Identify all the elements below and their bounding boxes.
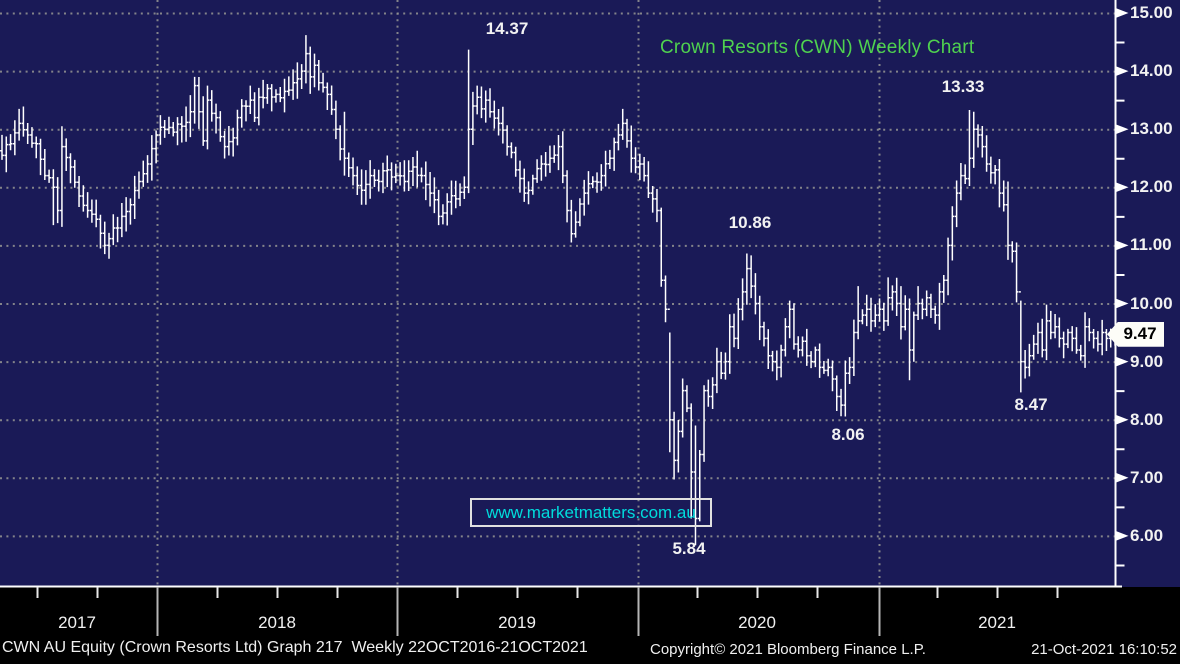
footer-security-description: CWN AU Equity (Crown Resorts Ltd) Graph … — [2, 639, 588, 656]
y-major-tick-arrow — [1115, 8, 1129, 18]
price-annotation: 10.86 — [728, 213, 772, 232]
chart-plot-background — [0, 0, 1180, 587]
footer-copyright: Copyright© 2021 Bloomberg Finance L.P. — [650, 641, 926, 658]
y-major-tick-arrow — [1115, 472, 1129, 483]
y-axis-label: 14.00 — [1130, 61, 1173, 81]
price-annotation: 5.84 — [672, 539, 706, 558]
watermark-box: www.marketmatters.com.au — [470, 498, 712, 527]
ohlc-bars — [0, 35, 1117, 546]
price-annotation: 14.37 — [485, 19, 529, 38]
x-axis-year-label: 2020 — [738, 613, 776, 632]
x-axis-year-label: 2019 — [498, 613, 536, 632]
y-major-tick-arrow — [1115, 414, 1129, 425]
y-major-tick-arrow — [1115, 240, 1129, 251]
x-axis-year-label: 2018 — [258, 613, 296, 632]
x-year-separators — [156, 587, 881, 636]
y-axis-label: 6.00 — [1130, 525, 1164, 545]
x-axis-year-label: 2017 — [58, 613, 96, 632]
y-major-tick-arrow — [1115, 66, 1129, 77]
y-axis-label: 11.00 — [1130, 235, 1172, 255]
price-annotation: 8.06 — [831, 425, 865, 444]
y-axis-label: 9.00 — [1130, 351, 1164, 371]
y-axis-label: 8.00 — [1130, 409, 1164, 429]
footer-timestamp: 21-Oct-2021 16:10:52 — [1031, 641, 1177, 658]
y-major-tick-arrow — [1115, 298, 1129, 309]
y-major-tick-arrow — [1115, 182, 1129, 193]
horizontal-gridlines — [0, 12, 1115, 538]
price-annotation: 13.33 — [941, 77, 985, 96]
chart-title: Crown Resorts (CWN) Weekly Chart — [660, 37, 975, 58]
y-major-tick-arrow — [1115, 530, 1129, 541]
y-axis-label: 13.00 — [1130, 119, 1173, 139]
last-price-tag: 9.47 — [1107, 321, 1164, 347]
x-minor-ticks — [36, 587, 1059, 598]
price-annotation: 8.47 — [1014, 395, 1048, 414]
watermark-link[interactable]: www.marketmatters.com.au — [486, 502, 696, 522]
axis-frame — [0, 0, 1122, 588]
y-major-tick-arrow — [1115, 356, 1129, 367]
y-axis-label: 10.00 — [1130, 293, 1173, 313]
y-axis-label: 12.00 — [1130, 177, 1173, 197]
y-axis-label: 15.00 — [1130, 3, 1173, 22]
y-major-tick-arrow — [1115, 124, 1129, 135]
y-axis-label: 7.00 — [1130, 467, 1164, 487]
x-axis-year-label: 2021 — [978, 613, 1016, 632]
